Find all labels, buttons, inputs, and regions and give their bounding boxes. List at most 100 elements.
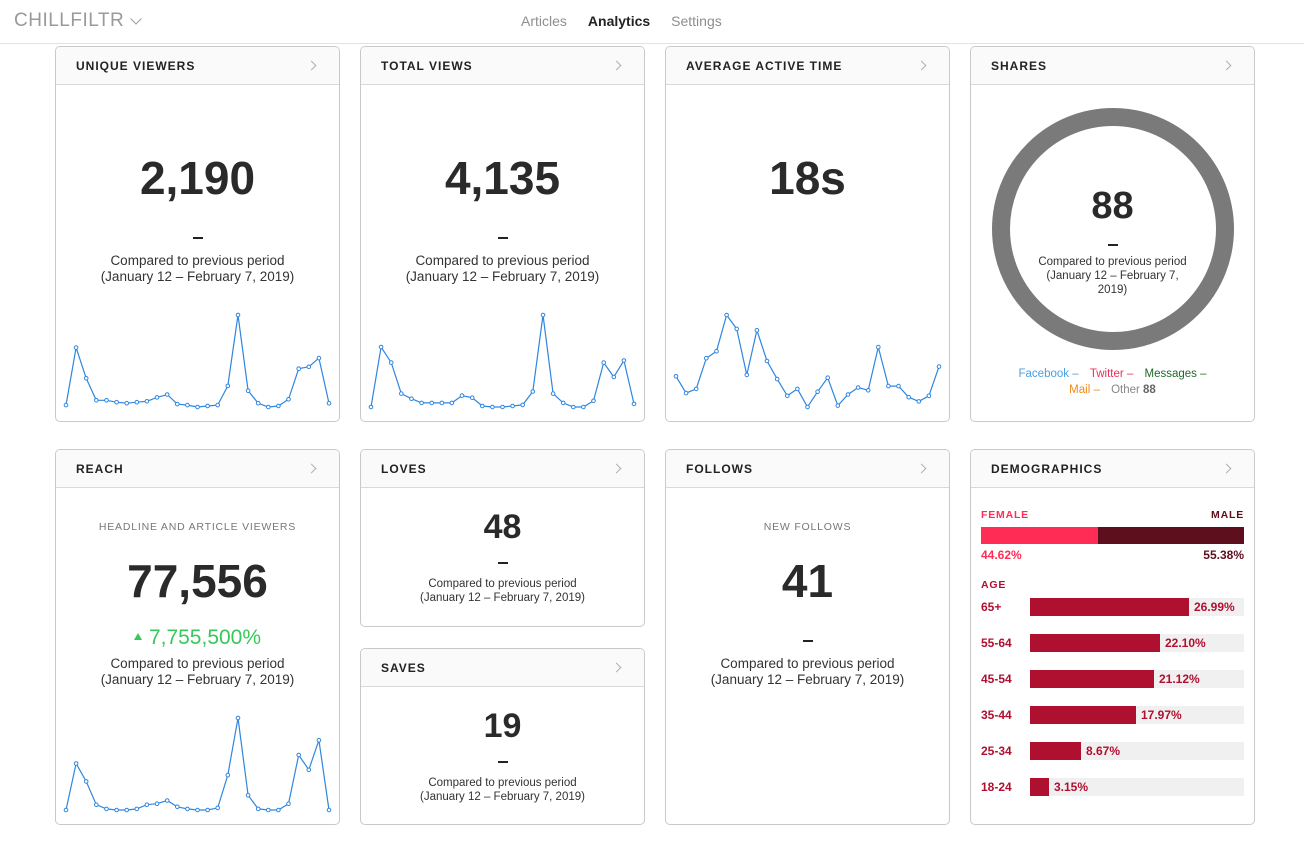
sparkline-point <box>906 394 911 400</box>
brand-menu[interactable]: CHILLFILTR <box>14 10 142 32</box>
sparkline-point <box>94 802 99 807</box>
sparkline-point <box>83 376 89 381</box>
sparkline-point <box>785 393 790 399</box>
sparkline-point <box>449 400 455 406</box>
sparkline-point <box>388 360 394 365</box>
age-percent: 21.12% <box>1159 672 1200 686</box>
sparkline-point <box>611 374 617 380</box>
sparkline-point <box>286 397 291 402</box>
follows-value: 41 <box>781 555 834 607</box>
sparkline-point <box>164 392 170 397</box>
average-active-time-header[interactable]: AVERAGE ACTIVE TIME <box>666 47 949 85</box>
card-title: SHARES <box>991 58 1048 73</box>
compare-text: Compared to previous period (January 12 … <box>361 776 644 804</box>
sparkline-point <box>316 355 322 361</box>
age-percent: 8.67% <box>1086 744 1121 758</box>
sparkline-line <box>65 717 330 811</box>
shares-card: SHARES 88 Compared to previous period (J… <box>970 46 1255 422</box>
male-percent: 55.38% <box>1203 548 1244 562</box>
sparkline-point <box>459 393 465 398</box>
age-percent: 22.10% <box>1165 636 1206 650</box>
sparkline-point <box>734 326 739 332</box>
sparkline-point <box>154 395 160 400</box>
female-label: FEMALE <box>981 509 1029 521</box>
sparkline-point <box>255 806 261 812</box>
age-bar-track: 3.15% <box>1030 778 1244 796</box>
card-title: FOLLOWS <box>686 461 753 476</box>
tab-analytics[interactable]: Analytics <box>587 13 651 29</box>
demographics-header[interactable]: DEMOGRAPHICS <box>971 450 1254 488</box>
compare-line-1: Compared to previous period <box>428 777 577 789</box>
age-row: 25-34 8.67% <box>981 742 1244 760</box>
triangle-up-icon <box>133 633 142 640</box>
tab-articles[interactable]: Articles <box>521 13 567 29</box>
sparkline-point <box>185 806 190 812</box>
average-active-time-sparkline <box>673 312 942 410</box>
sparkline-point <box>876 344 881 350</box>
age-row: 55-64 22.10% <box>981 634 1244 652</box>
sparkline-point <box>754 328 760 333</box>
follows-header[interactable]: FOLLOWS <box>666 450 949 488</box>
unique-viewers-value: 2,190 <box>139 152 256 204</box>
age-group-label: 18-24 <box>981 780 1012 794</box>
compare-line-2: (January 12 – February 7, 2019) <box>100 269 295 284</box>
loves-header[interactable]: LOVES <box>361 450 644 488</box>
sparkline-line <box>675 313 940 409</box>
sparkline-point <box>845 392 851 397</box>
sparkline-point <box>63 402 69 408</box>
unique-viewers-header[interactable]: UNIQUE VIEWERS <box>56 47 339 85</box>
follows-sublabel: NEW FOLLOWS <box>763 521 852 533</box>
chevron-right-icon <box>306 60 317 71</box>
sparkline-point <box>144 399 150 404</box>
card-title: TOTAL VIEWS <box>381 58 473 73</box>
shares-value: 88 <box>1091 185 1134 227</box>
sparkline-point <box>399 391 404 396</box>
change-dash <box>802 640 813 642</box>
compare-line-1: Compared to previous period <box>415 253 590 268</box>
sparkline-point <box>591 398 596 404</box>
sparkline-point <box>326 400 332 406</box>
follows-card: FOLLOWS NEW FOLLOWS 41 Compared to previ… <box>665 449 950 825</box>
sparkline-point <box>215 805 220 811</box>
top-bar: CHILLFILTR Articles Analytics Settings <box>0 0 1304 44</box>
chevron-right-icon <box>916 60 927 71</box>
compare-line-2: (January 12 – February 7, 2019) <box>710 672 905 687</box>
sparkline-point <box>114 399 119 405</box>
legend-other-value: 88 <box>1143 384 1156 396</box>
chevron-right-icon <box>611 60 622 71</box>
saves-card: SAVES 19 Compared to previous period (Ja… <box>360 648 645 825</box>
total-views-value: 4,135 <box>444 152 561 204</box>
sparkline-point <box>104 806 109 812</box>
reach-card: REACH HEADLINE AND ARTICLE VIEWERS 77,55… <box>55 449 340 825</box>
age-group-label: 55-64 <box>981 636 1012 650</box>
sparkline-point <box>714 348 719 354</box>
sparkline-point <box>601 360 606 365</box>
sparkline-point <box>316 737 322 743</box>
sparkline-point <box>326 807 332 813</box>
main-nav: Articles Analytics Settings <box>521 13 722 29</box>
sparkline-point <box>306 767 312 773</box>
demographics-card: DEMOGRAPHICS FEMALE MALE 44.62% 55.38% A… <box>970 449 1255 825</box>
sparkline-line <box>370 314 635 408</box>
sparkline-point <box>865 388 871 393</box>
age-group-label: 45-54 <box>981 672 1012 686</box>
average-active-time-value: 18s <box>769 152 846 204</box>
shares-header[interactable]: SHARES <box>971 47 1254 85</box>
age-percent: 3.15% <box>1054 780 1089 794</box>
compare-line-2a: (January 12 – February 7, <box>1046 270 1179 282</box>
sparkline-point <box>631 401 637 407</box>
sparkline-point <box>378 344 384 350</box>
total-views-card: TOTAL VIEWS 4,135 Compared to previous p… <box>360 46 645 422</box>
compare-line-1: Compared to previous period <box>110 656 285 671</box>
age-bar-track: 22.10% <box>1030 634 1244 652</box>
sparkline-point <box>235 312 241 318</box>
reach-header[interactable]: REACH <box>56 450 339 488</box>
chevron-right-icon <box>611 463 622 474</box>
total-views-header[interactable]: TOTAL VIEWS <box>361 47 644 85</box>
tab-settings[interactable]: Settings <box>671 13 722 29</box>
sparkline-point <box>164 798 170 803</box>
saves-header[interactable]: SAVES <box>361 649 644 687</box>
compare-line-1: Compared to previous period <box>428 578 577 590</box>
age-group-label: 35-44 <box>981 708 1012 722</box>
sparkline-point <box>225 772 231 778</box>
